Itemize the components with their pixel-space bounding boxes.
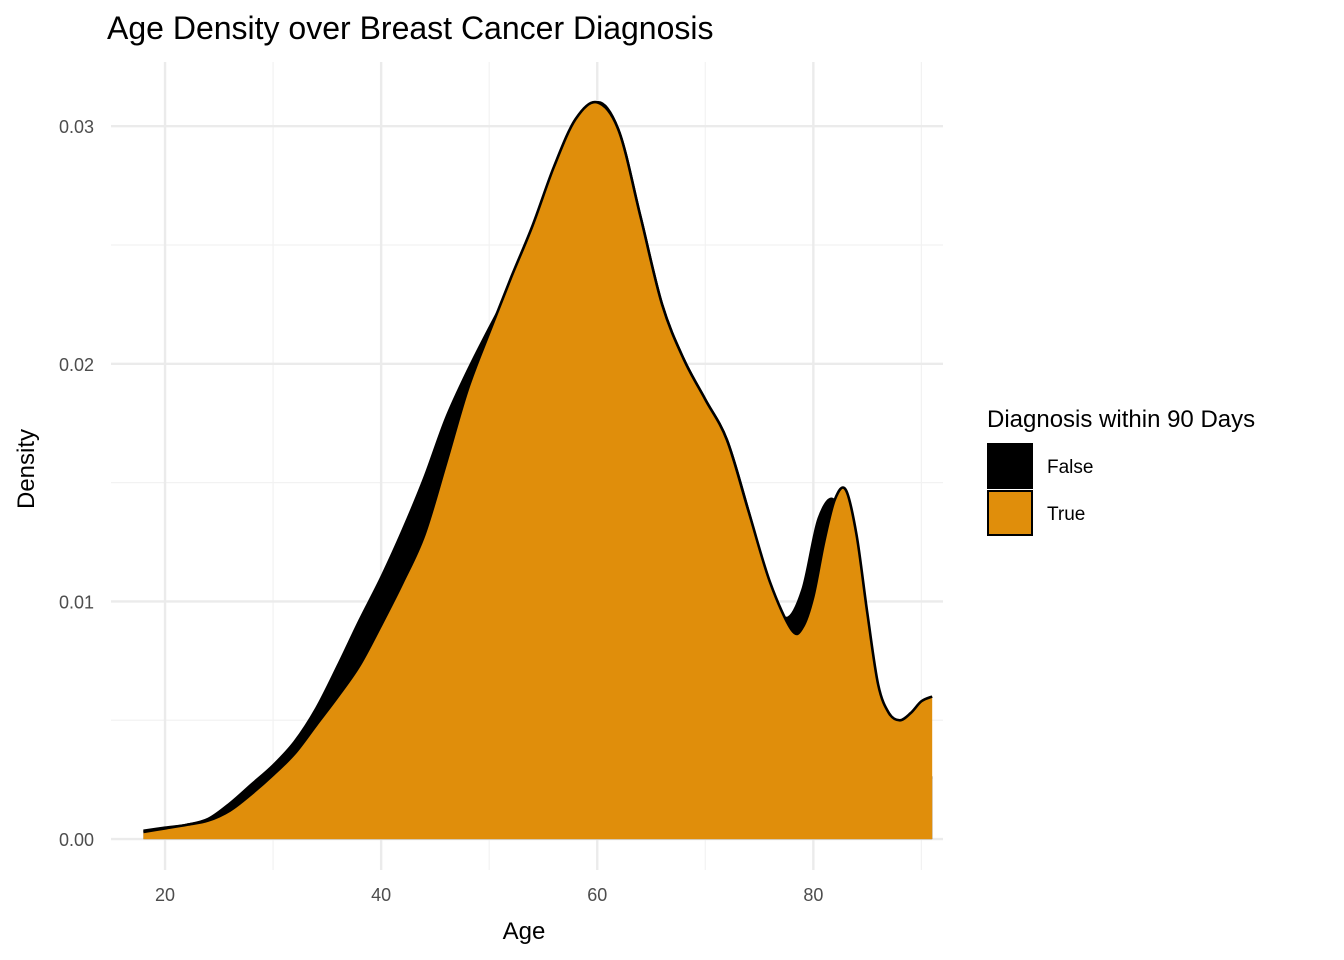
y-axis-label: Density: [13, 429, 40, 509]
legend-title: Diagnosis within 90 Days: [987, 406, 1255, 433]
x-axis-label: Age: [503, 918, 546, 945]
legend-label-false: False: [1047, 457, 1093, 478]
legend: Diagnosis within 90 Days False True: [987, 406, 1255, 536]
x-tick-label: 80: [803, 885, 823, 905]
chart-title: Age Density over Breast Cancer Diagnosis: [107, 10, 714, 46]
x-tick-label: 20: [155, 885, 175, 905]
y-axis-ticks: 0.00 0.01 0.02 0.03: [59, 117, 94, 850]
density-areas: [143, 100, 933, 840]
y-tick-label: 0.00: [59, 830, 94, 850]
y-tick-label: 0.03: [59, 117, 94, 137]
density-area-true: [143, 102, 933, 840]
legend-label-true: True: [1047, 504, 1085, 525]
density-line-true: [143, 100, 933, 834]
x-axis-ticks: 20 40 60 80: [155, 885, 823, 905]
x-tick-label: 60: [587, 885, 607, 905]
legend-swatch-true: [987, 490, 1033, 536]
y-tick-label: 0.02: [59, 355, 94, 375]
y-tick-label: 0.01: [59, 592, 94, 612]
x-tick-label: 40: [371, 885, 391, 905]
legend-swatch-false: [987, 443, 1033, 489]
